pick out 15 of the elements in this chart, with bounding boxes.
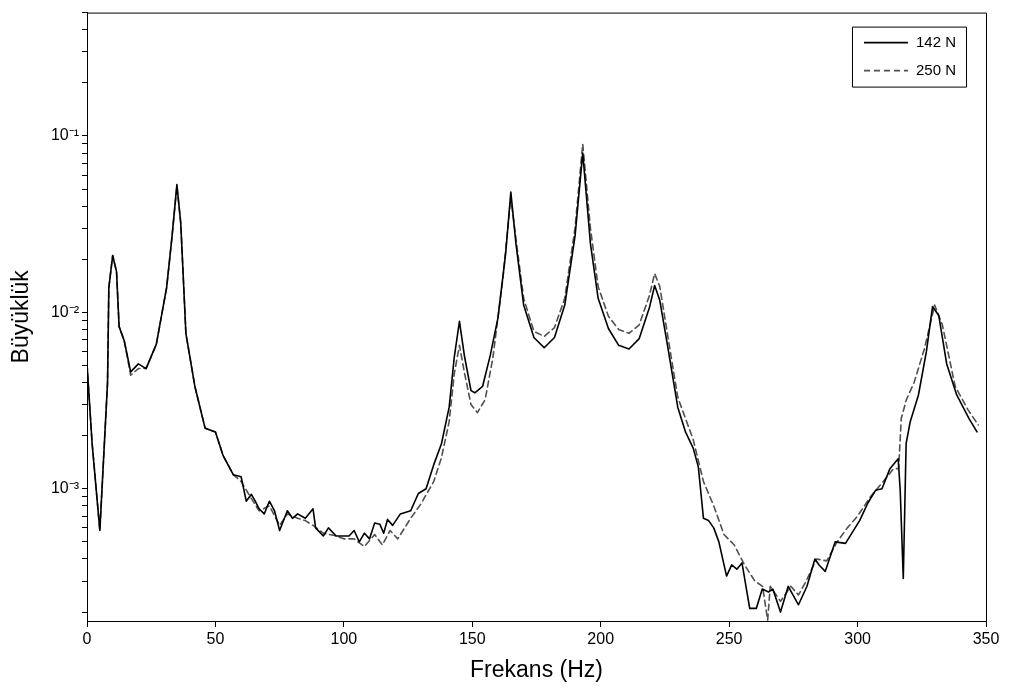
x-tick-label: 150 — [458, 630, 486, 648]
x-tick-label: 300 — [844, 630, 872, 648]
y-tick-label: 10⁻² — [50, 302, 80, 320]
x-tick-label: 250 — [715, 630, 743, 648]
legend-label: 142 N — [915, 32, 956, 50]
x-tick-label: 0 — [82, 630, 92, 648]
x-tick-label: 50 — [206, 630, 225, 648]
y-axis-title: Büyüklük — [7, 269, 34, 364]
x-axis-title: Frekans (Hz) — [470, 655, 603, 682]
legend-label: 250 N — [915, 60, 956, 78]
x-tick-label: 350 — [972, 630, 1000, 648]
y-tick-label: 10⁻¹ — [50, 126, 79, 144]
y-tick-label: 10⁻³ — [50, 479, 80, 497]
x-tick-label: 100 — [330, 630, 358, 648]
x-tick-label: 200 — [587, 630, 615, 648]
